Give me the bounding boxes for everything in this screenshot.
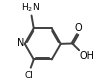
- Text: N: N: [17, 38, 24, 48]
- Text: Cl: Cl: [25, 71, 34, 80]
- Text: OH: OH: [79, 51, 94, 61]
- Text: O: O: [74, 23, 82, 33]
- Text: H$_2$N: H$_2$N: [21, 1, 40, 14]
